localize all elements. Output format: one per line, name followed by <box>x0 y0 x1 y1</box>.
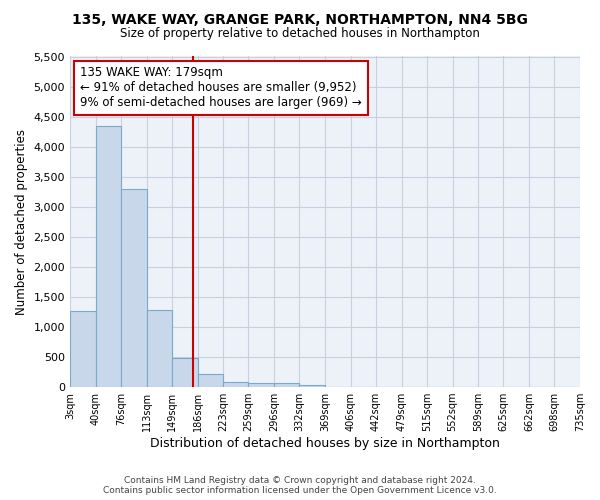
Bar <box>299 384 325 387</box>
Text: Size of property relative to detached houses in Northampton: Size of property relative to detached ho… <box>120 28 480 40</box>
Bar <box>96 126 121 387</box>
X-axis label: Distribution of detached houses by size in Northampton: Distribution of detached houses by size … <box>150 437 500 450</box>
Bar <box>172 358 197 387</box>
Text: 135, WAKE WAY, GRANGE PARK, NORTHAMPTON, NN4 5BG: 135, WAKE WAY, GRANGE PARK, NORTHAMPTON,… <box>72 12 528 26</box>
Bar <box>70 310 96 387</box>
Text: 135 WAKE WAY: 179sqm
← 91% of detached houses are smaller (9,952)
9% of semi-det: 135 WAKE WAY: 179sqm ← 91% of detached h… <box>80 66 362 110</box>
Bar <box>274 384 299 387</box>
Bar <box>121 188 146 387</box>
Y-axis label: Number of detached properties: Number of detached properties <box>15 129 28 315</box>
Bar <box>197 374 223 387</box>
Bar <box>223 382 248 387</box>
Text: Contains HM Land Registry data © Crown copyright and database right 2024.
Contai: Contains HM Land Registry data © Crown c… <box>103 476 497 495</box>
Bar <box>146 310 172 387</box>
Bar <box>248 382 274 387</box>
